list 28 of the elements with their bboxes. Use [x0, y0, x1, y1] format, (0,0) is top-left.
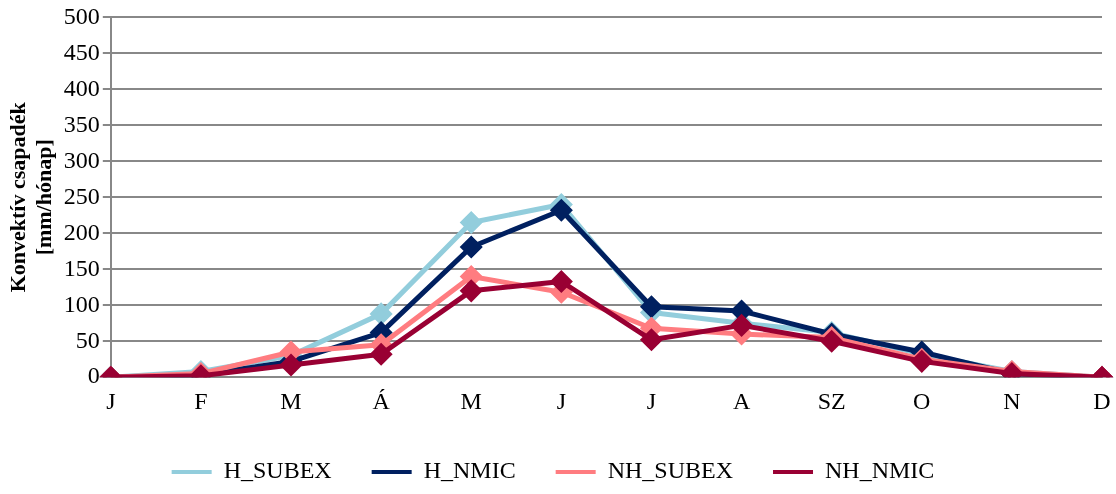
y-axis-title: Konvektív csapadék [mm/hónap]	[4, 101, 57, 293]
x-tick-label: A	[732, 387, 751, 414]
y-tick-label: 150	[63, 254, 100, 281]
x-tick-label: J	[556, 387, 567, 414]
y-tick-label: 500	[63, 2, 100, 29]
legend-label: H_SUBEX	[223, 457, 332, 484]
x-tick-label: O	[913, 387, 931, 414]
x-tick-label: D	[1093, 387, 1111, 414]
y-tick-label: 50	[75, 326, 100, 353]
x-tick-label: Á	[372, 387, 391, 414]
x-tick-label: F	[194, 387, 208, 414]
x-tick-label: J	[646, 387, 657, 414]
y-tick-label: 350	[63, 110, 100, 137]
x-tick-label: N	[1003, 387, 1021, 414]
y-tick-label: 250	[63, 182, 100, 209]
y-tick-label: 0	[87, 362, 100, 389]
x-tick-label: SZ	[817, 387, 846, 414]
x-tick-label: M	[460, 387, 482, 414]
legend-label: H_NMIC	[423, 457, 516, 484]
x-tick-label: J	[106, 387, 116, 414]
x-tick-label: M	[280, 387, 302, 414]
y-tick-label: 100	[63, 290, 100, 317]
y-tick-label: 450	[63, 38, 100, 65]
y-tick-label: 200	[63, 218, 100, 245]
y-tick-label: 400	[63, 74, 100, 101]
legend-label: NH_NMIC	[825, 457, 935, 484]
y-tick-label: 300	[63, 146, 100, 173]
legend-label: NH_SUBEX	[607, 457, 734, 484]
